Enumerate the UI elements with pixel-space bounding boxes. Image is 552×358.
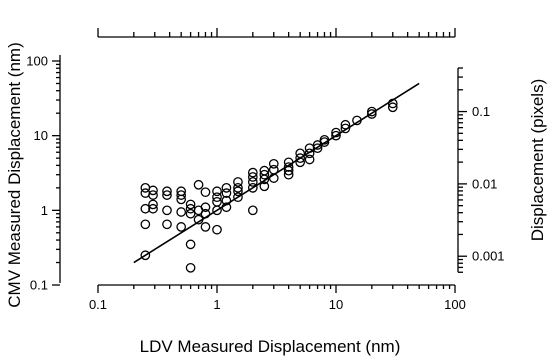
data-point (176, 207, 187, 217)
data-point (176, 190, 187, 200)
x-tick-label: 0.1 (89, 297, 107, 312)
data-point (176, 194, 187, 205)
data-point (162, 186, 172, 197)
data-point (233, 183, 243, 193)
data-point (233, 177, 243, 187)
fit-line-group (133, 82, 420, 264)
data-point (162, 190, 172, 200)
x-tick-label: 100 (444, 297, 466, 312)
y2-tick-label: 0.001 (472, 249, 505, 264)
tick-labels: 0.1 1 10 100 0.1 1 10 100 0.001 0.01 0.1 (26, 54, 504, 313)
data-point (283, 162, 294, 172)
data-point (140, 219, 151, 230)
data-point (247, 183, 258, 193)
data-point (148, 199, 158, 210)
data-point (162, 205, 172, 216)
data-point (185, 262, 196, 273)
data-point (247, 177, 258, 187)
data-point (247, 205, 258, 216)
y2-tick-label: 0.1 (472, 104, 490, 119)
data-point (319, 137, 330, 147)
data-point (268, 158, 279, 169)
data-point (340, 123, 351, 134)
data-point (185, 199, 196, 210)
x-axis-label: LDV Measured Displacement (nm) (140, 337, 401, 356)
data-point (259, 169, 270, 180)
data-point (200, 187, 211, 198)
x-tick-label: 10 (329, 297, 343, 312)
data-point (283, 165, 294, 176)
data-point (295, 153, 306, 163)
axis-ticks (52, 28, 467, 293)
y-tick-label: 100 (26, 54, 48, 69)
data-point (140, 203, 151, 214)
data-point (148, 190, 158, 200)
data-point (212, 224, 222, 235)
data-point (162, 219, 172, 230)
data-point (331, 130, 341, 141)
data-point (304, 148, 315, 159)
data-point (212, 186, 222, 197)
axes (59, 36, 459, 286)
data-point (247, 167, 258, 178)
data-point (200, 222, 211, 232)
data-point (233, 186, 243, 197)
data-point (233, 192, 243, 203)
y-axis-label: CMV Measured Displacement (nm) (5, 42, 24, 307)
right-axis-label: Displacement (pixels) (528, 79, 547, 242)
data-point (221, 188, 232, 198)
data-point (185, 239, 196, 250)
data-point (366, 109, 377, 119)
data-point (185, 208, 196, 219)
data-points (140, 98, 398, 273)
data-point (200, 202, 211, 213)
data-point (212, 205, 222, 216)
data-point (247, 172, 258, 182)
y-tick-label: 0.1 (30, 278, 48, 293)
x-tick-label: 1 (213, 297, 220, 312)
data-point (259, 174, 270, 185)
data-point (193, 179, 204, 190)
data-point (148, 203, 158, 214)
y-tick-label: 10 (34, 128, 48, 143)
data-point (221, 183, 232, 193)
data-point (387, 102, 398, 113)
data-point (259, 181, 270, 192)
data-point (212, 192, 222, 203)
data-point (148, 185, 158, 196)
y-tick-label: 1 (41, 203, 48, 218)
data-point (312, 143, 323, 154)
fit-line (133, 82, 420, 264)
data-point (304, 154, 315, 165)
y2-tick-label: 0.01 (472, 176, 497, 191)
data-point (283, 169, 294, 180)
data-point (140, 250, 151, 261)
data-point (176, 222, 187, 232)
